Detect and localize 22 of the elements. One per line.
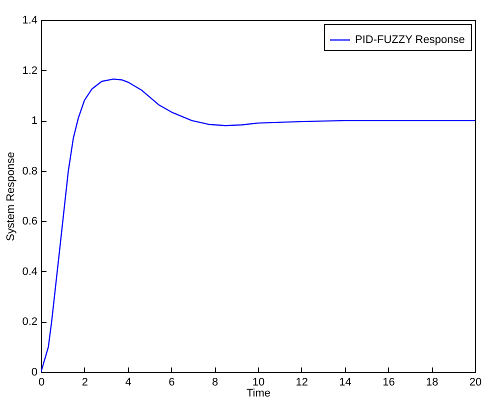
y-tick-label: 1	[31, 115, 38, 128]
x-axis-title: Time	[246, 388, 271, 400]
x-tick-label: 16	[382, 376, 395, 388]
y-tick-label: 1.2	[22, 64, 38, 77]
y-tick-label: 0.8	[22, 165, 38, 178]
legend-label: PID-FUZZY Response	[355, 34, 465, 46]
y-tick-label: 0	[31, 366, 38, 378]
x-tick-label: 6	[168, 376, 175, 388]
y-axis-title: System Response	[5, 152, 18, 242]
y-tick-label: 1.4	[22, 14, 38, 26]
x-tick-label: 20	[469, 376, 482, 388]
x-tick-label: 18	[426, 376, 438, 388]
y-tick-label: 0.6	[22, 216, 38, 228]
x-tick-label: 2	[82, 376, 88, 388]
x-tick-label: 10	[252, 376, 265, 388]
x-tick-label: 14	[339, 376, 352, 388]
y-tick-label: 0.4	[22, 266, 38, 278]
x-tick-label: 12	[296, 376, 308, 388]
x-tick-label: 8	[212, 376, 218, 388]
x-tick-label: 4	[125, 376, 132, 388]
line-series	[41, 78, 475, 372]
y-tick-label: 0.2	[22, 316, 38, 328]
